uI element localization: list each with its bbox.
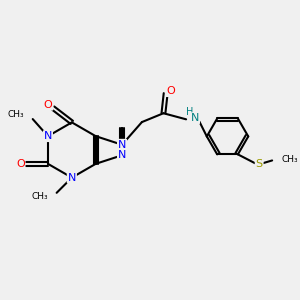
Text: H: H xyxy=(186,106,193,117)
Text: O: O xyxy=(166,86,175,96)
Text: N: N xyxy=(118,140,126,150)
Text: N: N xyxy=(191,113,199,123)
Text: N: N xyxy=(118,150,126,160)
Text: S: S xyxy=(256,159,263,169)
Text: O: O xyxy=(16,159,25,169)
Text: N: N xyxy=(44,131,52,141)
Text: CH₃: CH₃ xyxy=(282,155,298,164)
Text: N: N xyxy=(68,172,76,183)
Text: CH₃: CH₃ xyxy=(8,110,24,119)
Text: O: O xyxy=(44,100,52,110)
Text: CH₃: CH₃ xyxy=(32,193,48,202)
